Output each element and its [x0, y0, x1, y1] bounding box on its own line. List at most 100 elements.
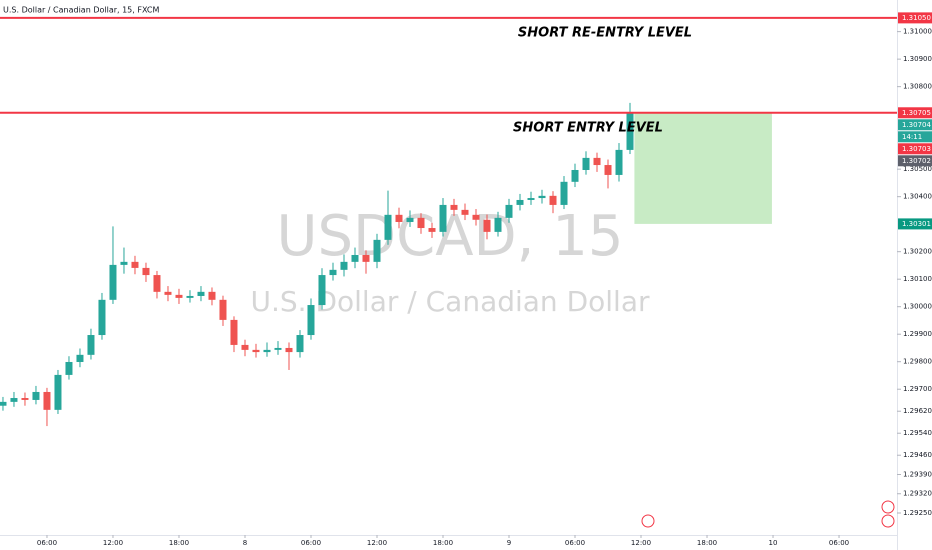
candle-body	[274, 347, 282, 350]
price-label: 1.30703	[902, 145, 931, 153]
y-tick-label: 1.29320	[903, 490, 932, 498]
candle-body	[318, 275, 326, 306]
candle-body	[549, 195, 557, 205]
candle-body	[296, 335, 304, 353]
y-tick-label: 1.30400	[903, 193, 932, 201]
candle-body	[516, 199, 524, 205]
y-tick-label: 1.29700	[903, 385, 932, 393]
price-label: 1.30301	[902, 220, 931, 228]
candle-body	[582, 157, 590, 170]
price-label: 1.31050	[902, 14, 931, 22]
y-tick-label: 1.29250	[903, 509, 932, 517]
candle-body	[428, 228, 436, 232]
candle-body	[241, 344, 249, 350]
candle-body	[219, 299, 227, 320]
candle-body	[417, 217, 425, 229]
candle-body	[230, 319, 238, 345]
event-icon[interactable]	[881, 500, 895, 514]
candle-body	[98, 299, 106, 336]
candle-body	[197, 291, 205, 296]
candle-body	[131, 261, 139, 268]
price-label-bg	[898, 143, 932, 155]
candle-body	[362, 254, 370, 262]
x-tick-label: 18:00	[169, 539, 189, 547]
y-tick-label: 1.30500	[903, 165, 932, 173]
candle-body	[153, 275, 161, 292]
candle-body	[626, 113, 634, 150]
candle-body	[32, 391, 40, 400]
candle-body	[109, 264, 117, 300]
candle-body	[208, 291, 216, 300]
candle-body	[615, 149, 623, 175]
y-tick-label: 1.29540	[903, 429, 932, 437]
x-tick-label: 06:00	[829, 539, 849, 547]
candle-body	[538, 195, 546, 199]
x-tick-label: 06:00	[37, 539, 57, 547]
price-label-bg	[898, 119, 932, 131]
candle-body	[120, 261, 128, 265]
candle-body	[450, 204, 458, 210]
candle-body	[164, 291, 172, 295]
x-tick-label: 9	[507, 539, 511, 547]
candle-body	[10, 398, 18, 402]
candle-body	[395, 214, 403, 222]
y-tick-label: 1.30200	[903, 248, 932, 256]
y-tick-label: 1.29620	[903, 407, 932, 415]
level-label: SHORT RE-ENTRY LEVEL	[518, 25, 692, 40]
candle-body	[186, 295, 194, 298]
price-label: 1.30704	[902, 121, 931, 129]
x-tick-label: 12:00	[103, 539, 123, 547]
candle-body	[505, 204, 513, 218]
price-label-bg	[898, 218, 932, 230]
candle-body	[87, 335, 95, 355]
x-tick-label: 10	[769, 539, 778, 547]
price-label: 1.30705	[902, 109, 931, 117]
price-label-bg	[898, 155, 932, 167]
watermark-subtitle: U.S. Dollar / Canadian Dollar	[250, 285, 650, 318]
candle-body	[406, 217, 414, 222]
x-tick-label: 06:00	[301, 539, 321, 547]
y-tick-label: 1.29460	[903, 451, 932, 459]
candle-body	[65, 361, 73, 375]
candle-body	[21, 398, 29, 400]
candle-body	[54, 374, 62, 410]
event-icon[interactable]	[641, 514, 655, 528]
candle-body	[560, 181, 568, 205]
candle-body	[472, 214, 480, 220]
candle-body	[593, 157, 601, 166]
candle-body	[340, 261, 348, 270]
y-tick-label: 1.30000	[903, 303, 932, 311]
event-icons	[641, 500, 895, 528]
candle-body	[439, 204, 447, 232]
price-label-bg	[898, 12, 932, 24]
price-label-bg	[898, 107, 932, 119]
watermark-group: USDCAD, 15 U.S. Dollar / Canadian Dollar	[250, 204, 650, 318]
position-box	[634, 112, 772, 224]
price-label-bg	[898, 131, 932, 143]
y-tick-label: 1.29900	[903, 330, 932, 338]
candle-body	[571, 169, 579, 182]
candle-body	[285, 347, 293, 353]
level-label: SHORT ENTRY LEVEL	[513, 120, 663, 135]
chart-title: U.S. Dollar / Canadian Dollar, 15, FXCM	[3, 6, 159, 15]
candle-body	[373, 239, 381, 262]
event-icon[interactable]	[881, 514, 895, 528]
candle-body	[307, 305, 315, 336]
y-tick-label: 1.30100	[903, 275, 932, 283]
price-label: 14:11	[902, 133, 922, 141]
candle-body	[483, 219, 491, 232]
candle-body	[494, 217, 502, 232]
candle-body	[175, 294, 183, 298]
candle-body	[604, 165, 612, 175]
candle-body	[252, 349, 260, 353]
candle-body	[384, 214, 392, 240]
y-tick-label: 1.29390	[903, 470, 932, 478]
price-label: 1.30702	[902, 157, 931, 165]
candle-body	[527, 198, 535, 200]
candle-body	[43, 391, 51, 410]
y-tick-label: 1.30900	[903, 55, 932, 63]
candle-body	[351, 254, 359, 262]
